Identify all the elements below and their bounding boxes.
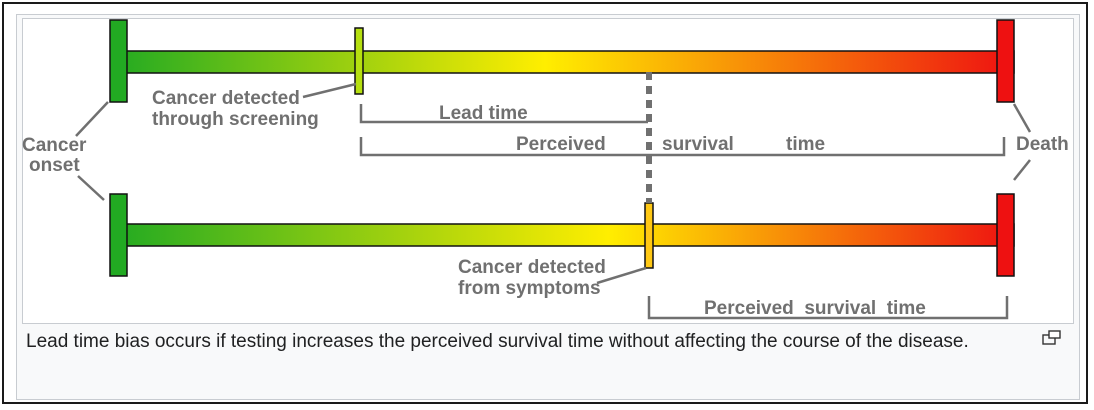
magnify-icon[interactable] xyxy=(1042,330,1062,346)
symptoms-label-1: Cancer detected xyxy=(458,257,606,278)
onset-label-1: Cancer xyxy=(22,135,87,156)
top-timeline xyxy=(109,19,1015,103)
perceived-top-word3: time xyxy=(786,134,825,155)
death-label: Death xyxy=(1016,134,1069,155)
symptoms-label-2: from symptoms xyxy=(458,278,601,299)
perceived-top-word2: survival xyxy=(662,134,734,155)
top-onset-marker xyxy=(109,19,128,103)
screening-marker xyxy=(354,27,364,95)
bottom-death-marker xyxy=(996,193,1015,277)
brackets xyxy=(359,104,1009,320)
pointer-lines xyxy=(75,82,1032,285)
perceived-top-word1: Perceived xyxy=(516,134,606,155)
bottom-onset-marker xyxy=(109,193,128,277)
bottom-timeline xyxy=(109,193,1015,277)
lead-time-bracket xyxy=(359,104,648,124)
perceived-bottom-bracket xyxy=(647,296,1009,320)
figure-caption: Lead time bias occurs if testing increas… xyxy=(26,331,969,352)
symptoms-marker xyxy=(644,202,654,269)
perceived-top-bracket xyxy=(359,137,1006,157)
screening-label-2: through screening xyxy=(152,109,319,130)
onset-label-2: onset xyxy=(29,155,80,176)
screening-label-1: Cancer detected xyxy=(152,88,300,109)
lead-time-label: Lead time xyxy=(439,103,528,124)
top-death-marker xyxy=(996,19,1015,103)
perceived-bottom-label: Perceived survival time xyxy=(704,298,926,319)
